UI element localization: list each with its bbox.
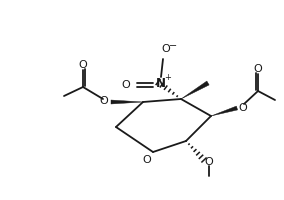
Text: O: O <box>79 60 87 70</box>
Text: O: O <box>122 80 130 90</box>
Text: N: N <box>156 77 166 90</box>
Polygon shape <box>181 82 209 100</box>
Text: O: O <box>100 96 108 105</box>
Text: O: O <box>205 156 213 166</box>
Polygon shape <box>111 100 143 104</box>
Text: O: O <box>162 44 170 54</box>
Polygon shape <box>211 107 238 116</box>
Text: O: O <box>143 154 151 164</box>
Text: −: − <box>169 41 177 51</box>
Text: O: O <box>239 102 247 112</box>
Text: O: O <box>254 64 262 74</box>
Text: +: + <box>164 73 172 82</box>
